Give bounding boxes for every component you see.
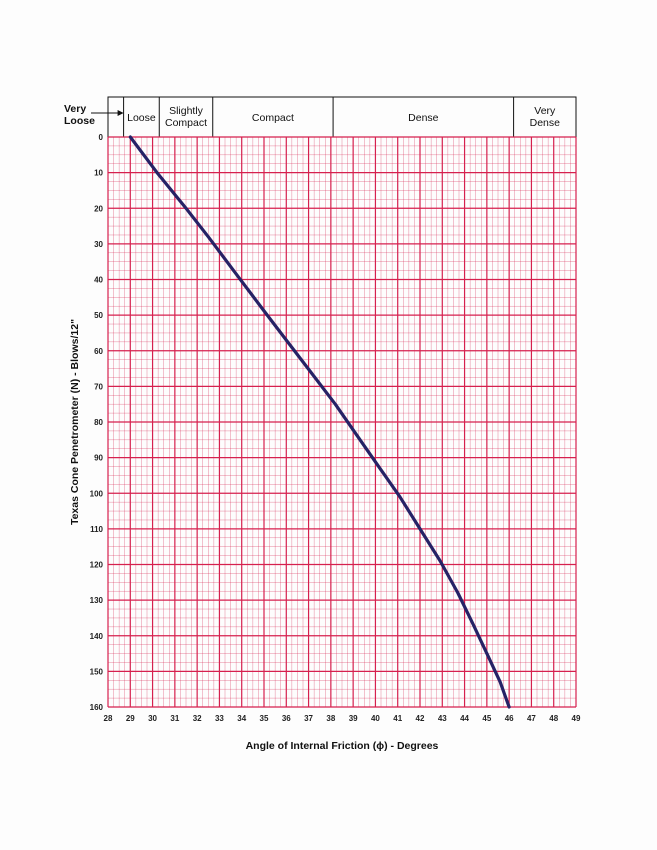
- x-tick-label: 37: [304, 714, 313, 723]
- y-tick-label: 80: [94, 418, 103, 427]
- x-tick-label: 46: [505, 714, 514, 723]
- x-tick-label: 35: [260, 714, 269, 723]
- y-tick-label: 130: [90, 596, 104, 605]
- density-band-label-line: Very: [64, 103, 86, 115]
- x-tick-label: 36: [282, 714, 291, 723]
- x-tick-label: 40: [371, 714, 380, 723]
- x-tick-label: 49: [572, 714, 581, 723]
- density-band-label: Very Dense: [530, 105, 561, 129]
- x-tick-label: 44: [460, 714, 469, 723]
- y-tick-label: 30: [94, 240, 103, 249]
- density-band-label: Compact: [252, 112, 294, 124]
- y-tick-label: 10: [94, 169, 103, 178]
- x-tick-label: 41: [393, 714, 402, 723]
- x-tick-labels: 28 29 30 31 32 33 34 35 36 37 38 39 40 41 42 43 44 45 46 47…: [104, 714, 581, 723]
- series: [128, 135, 511, 709]
- x-tick-label: 42: [416, 714, 425, 723]
- density-band-label-line: Dense: [408, 112, 439, 124]
- y-tick-label: 150: [90, 667, 104, 676]
- density-band-label-line: Very: [534, 105, 556, 117]
- major-grid: [107, 136, 577, 708]
- density-band-label-line: Compact: [252, 112, 294, 124]
- series-line: [128, 135, 511, 709]
- x-tick-label: 33: [215, 714, 224, 723]
- x-tick-label: 45: [482, 714, 491, 723]
- x-tick-label: 48: [549, 714, 558, 723]
- x-tick-label: 30: [148, 714, 157, 723]
- density-band-label: Loose: [127, 112, 156, 124]
- y-tick-label: 140: [90, 632, 104, 641]
- density-band-very-loose: Very Loose: [64, 103, 124, 127]
- arrow-head-icon: [117, 110, 124, 116]
- y-tick-labels: 0 10 20 30 40 50 60 70 80 90 100 110 120 130 140 150 160: [90, 133, 104, 712]
- density-band-label-line: Dense: [530, 117, 561, 129]
- density-band-label-line: Loose: [64, 115, 95, 127]
- y-tick-label: 100: [90, 489, 104, 498]
- x-tick-label: 29: [126, 714, 135, 723]
- y-tick-label: 20: [94, 204, 103, 213]
- x-tick-label: 28: [104, 714, 113, 723]
- density-band-label-line: Compact: [165, 117, 207, 129]
- density-band-label-line: Loose: [127, 112, 156, 124]
- y-tick-label: 70: [94, 382, 103, 391]
- x-tick-label: 43: [438, 714, 447, 723]
- density-band-label: Slightly Compact: [165, 105, 207, 129]
- x-tick-label: 39: [349, 714, 358, 723]
- x-axis-label: Angle of Internal Friction (ϕ) - Degrees: [246, 740, 439, 752]
- y-axis-label: Texas Cone Penetrometer (N) - Blows/12": [69, 319, 81, 525]
- x-tick-label: 32: [193, 714, 202, 723]
- density-band-label-line: Slightly: [169, 105, 204, 117]
- y-tick-label: 40: [94, 276, 103, 285]
- y-tick-label: 160: [90, 703, 104, 712]
- y-tick-label: 110: [90, 525, 103, 534]
- x-tick-label: 47: [527, 714, 536, 723]
- x-tick-label: 34: [237, 714, 246, 723]
- density-band-label: Very Loose: [64, 103, 95, 127]
- y-tick-label: 90: [94, 454, 103, 463]
- y-tick-label: 0: [99, 133, 104, 142]
- x-tick-label: 38: [326, 714, 335, 723]
- x-tick-label: 31: [170, 714, 179, 723]
- y-tick-label: 120: [90, 561, 104, 570]
- y-tick-label: 50: [94, 311, 103, 320]
- y-tick-label: 60: [94, 347, 103, 356]
- density-band-label: Dense: [408, 112, 439, 124]
